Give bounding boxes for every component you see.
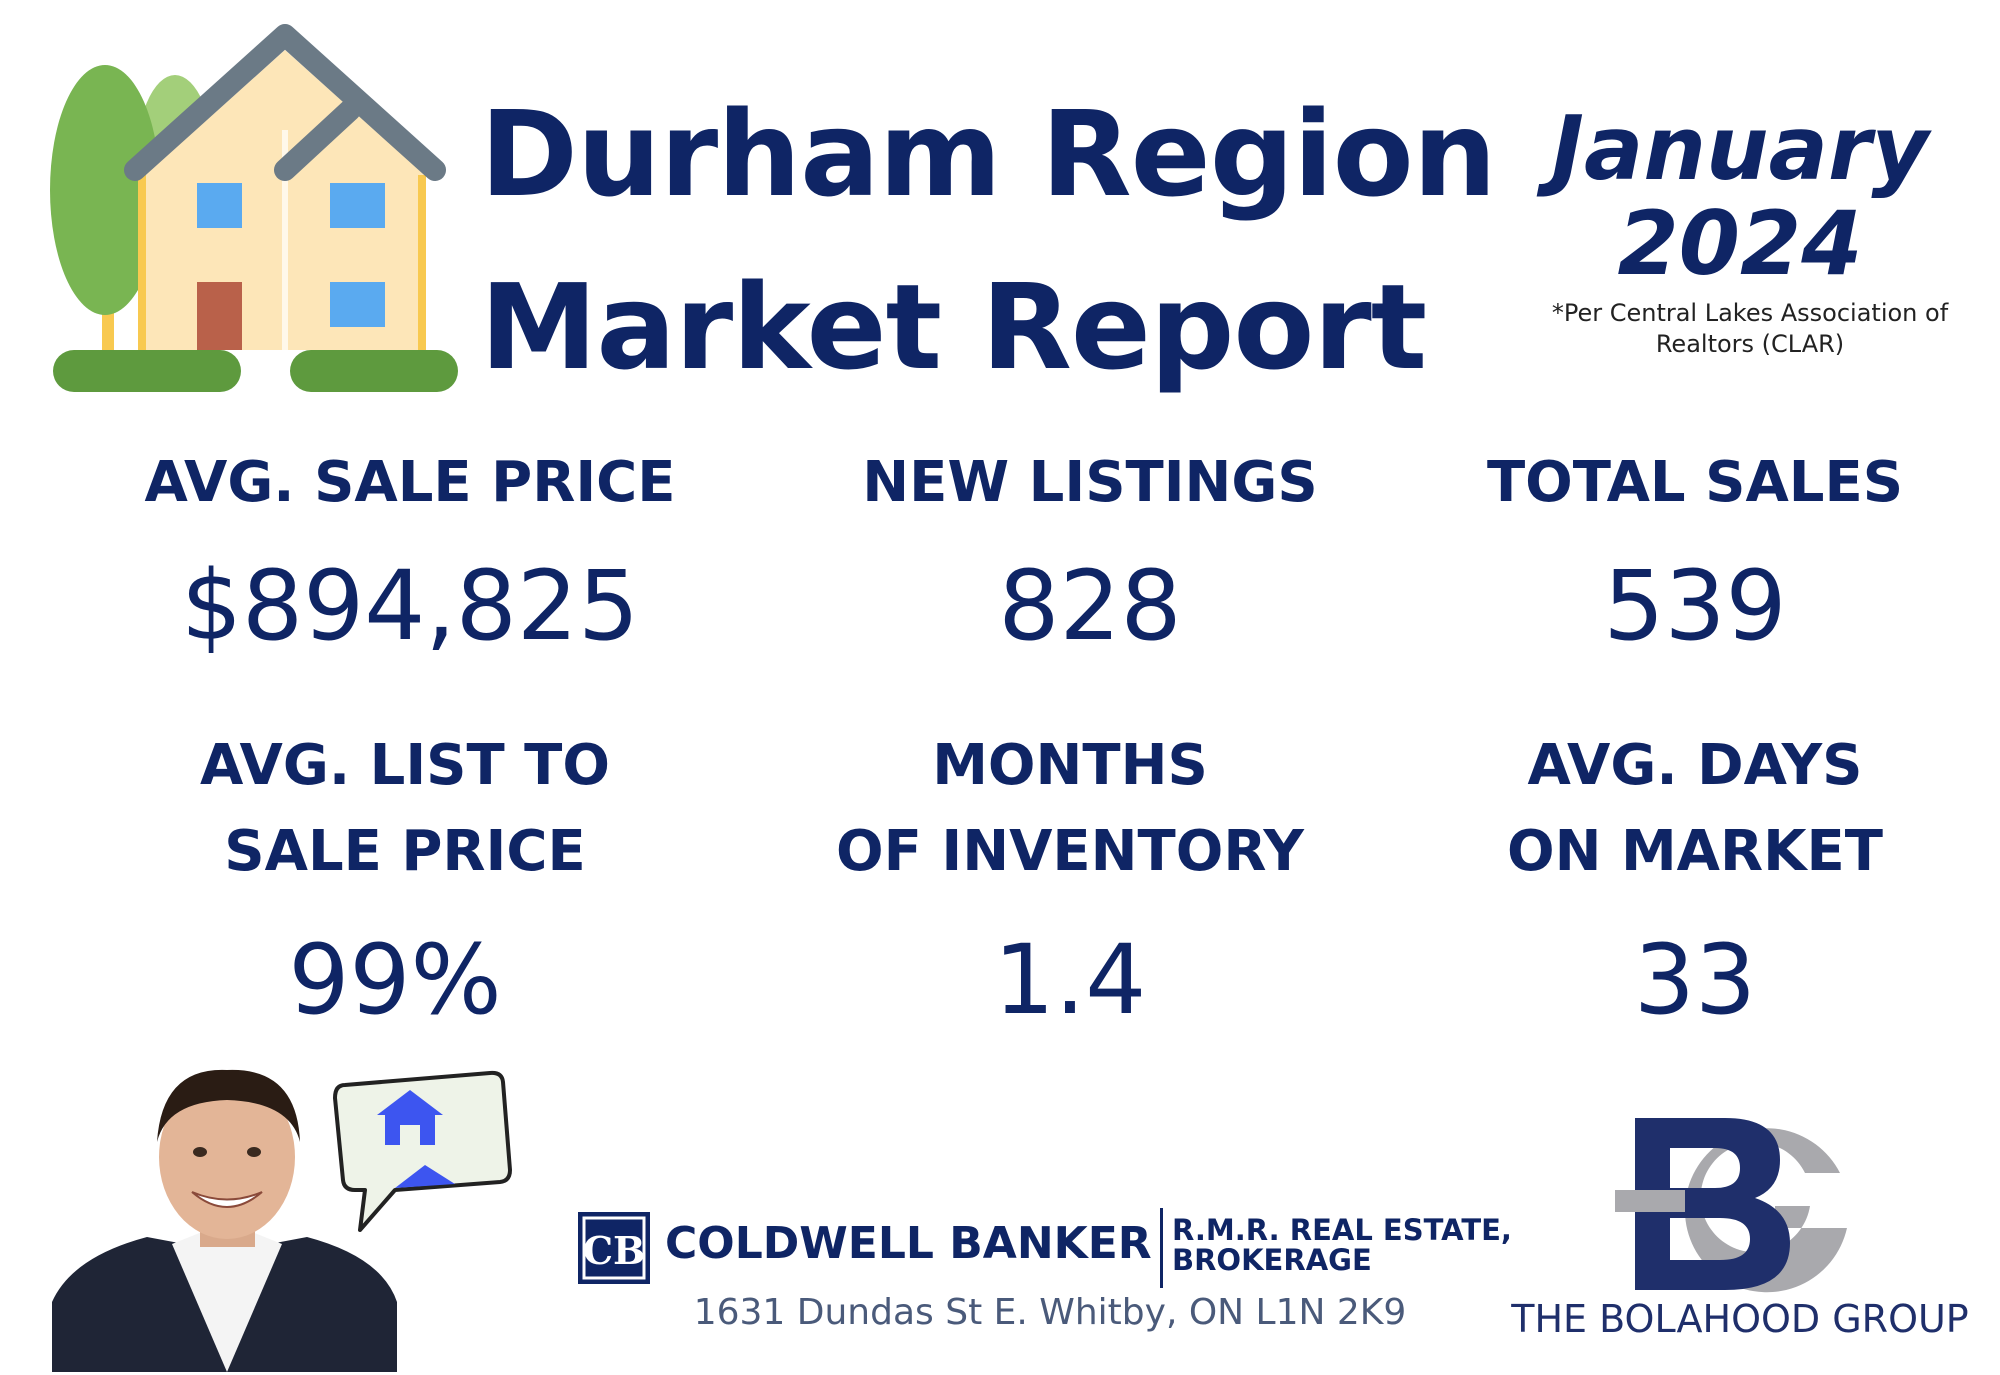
house-illustration-icon: [50, 24, 458, 392]
source-line1: *Per Central Lakes Association of: [1551, 299, 1949, 327]
group-name: THE BOLAHOOD GROUP: [1511, 1297, 1969, 1341]
logo-divider: [1160, 1208, 1163, 1288]
new-listings-label: NEW LISTINGS: [862, 450, 1318, 515]
speech-bubble-house-icon: [333, 1070, 512, 1232]
report-year: 2024: [1617, 192, 1863, 295]
brokerage-subtitle-line1: R.M.R. REAL ESTATE,: [1172, 1213, 1512, 1247]
report-month: January: [1551, 97, 1929, 200]
months-inventory-value: 1.4: [993, 924, 1147, 1036]
avg-days-market-label-line1: AVG. DAYS: [1527, 733, 1863, 798]
avg-sale-price-label: AVG. SALE PRICE: [144, 450, 676, 515]
svg-text:CB: CB: [583, 1228, 645, 1273]
new-listings-value: 828: [998, 550, 1182, 662]
data-source-note: *Per Central Lakes Association of Realto…: [1520, 298, 1980, 360]
avg-list-to-sale-label-line1: AVG. LIST TO: [200, 733, 610, 798]
months-inventory-label-line2: OF INVENTORY: [836, 819, 1304, 884]
avg-sale-price-value: $894,825: [180, 550, 640, 662]
agent-photo: [52, 1069, 397, 1372]
coldwell-banker-cb-icon: CB: [578, 1212, 650, 1284]
avg-days-market-value: 33: [1633, 924, 1757, 1036]
avg-list-to-sale-label: AVG. LIST TO SALE PRICE: [105, 723, 705, 895]
avg-days-market-label-line2: ON MARKET: [1506, 819, 1883, 884]
report-title-line2: Market Report: [480, 258, 1427, 396]
total-sales-value: 539: [1603, 550, 1787, 662]
bolahood-bg-monogram-icon: [1615, 1118, 1847, 1293]
brokerage-subtitle-line2: BROKERAGE: [1172, 1243, 1372, 1278]
brokerage-name: COLDWELL BANKER: [665, 1218, 1152, 1269]
avg-list-to-sale-value: 99%: [288, 924, 502, 1036]
months-inventory-label: MONTHS OF INVENTORY: [770, 723, 1370, 895]
brokerage-subtitle: R.M.R. REAL ESTATE, BROKERAGE: [1172, 1215, 1512, 1276]
total-sales-label: TOTAL SALES: [1486, 450, 1904, 515]
report-title-line1: Durham Region: [480, 85, 1497, 223]
avg-list-to-sale-label-line2: SALE PRICE: [224, 819, 586, 884]
source-line2: Realtors (CLAR): [1655, 330, 1845, 359]
avg-days-market-label: AVG. DAYS ON MARKET: [1395, 723, 1995, 895]
months-inventory-label-line1: MONTHS: [932, 733, 1208, 798]
office-address: 1631 Dundas St E. Whitby, ON L1N 2K9: [693, 1292, 1407, 1333]
